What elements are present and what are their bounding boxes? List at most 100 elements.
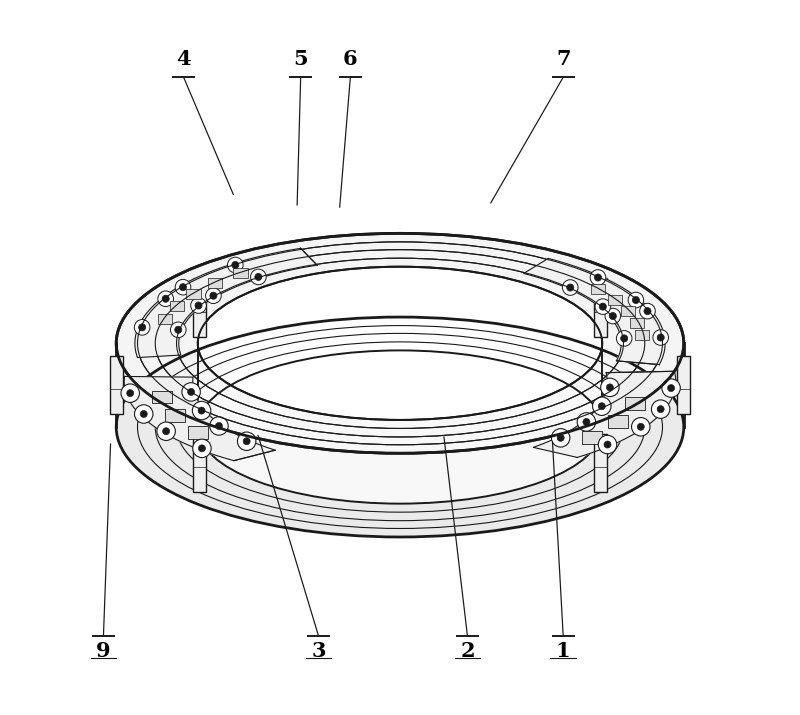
Circle shape <box>157 422 175 440</box>
Bar <box>186 289 201 299</box>
Circle shape <box>616 330 632 346</box>
Circle shape <box>598 403 606 410</box>
Circle shape <box>595 299 610 315</box>
Circle shape <box>632 297 639 304</box>
Circle shape <box>182 383 200 401</box>
Polygon shape <box>116 233 684 453</box>
Polygon shape <box>534 371 676 458</box>
Text: 9: 9 <box>96 641 110 661</box>
Bar <box>208 277 222 287</box>
FancyBboxPatch shape <box>594 278 607 337</box>
Bar <box>608 415 628 428</box>
Polygon shape <box>135 248 317 358</box>
Circle shape <box>577 413 596 431</box>
Bar <box>621 306 635 316</box>
Circle shape <box>590 270 606 285</box>
Polygon shape <box>116 343 684 537</box>
Circle shape <box>243 438 250 445</box>
Bar <box>166 409 185 422</box>
Circle shape <box>640 303 655 319</box>
Bar <box>630 318 644 328</box>
Circle shape <box>255 273 262 280</box>
Circle shape <box>557 434 564 441</box>
Circle shape <box>210 417 228 435</box>
Bar <box>635 330 650 340</box>
Circle shape <box>162 428 170 435</box>
Polygon shape <box>124 376 275 460</box>
Text: 2: 2 <box>460 641 474 661</box>
Circle shape <box>193 439 211 458</box>
Circle shape <box>638 423 644 430</box>
Circle shape <box>651 400 670 418</box>
Circle shape <box>126 390 134 397</box>
Text: 3: 3 <box>311 641 326 661</box>
Bar <box>152 390 172 403</box>
Circle shape <box>210 292 217 300</box>
Circle shape <box>566 284 574 291</box>
Circle shape <box>657 334 664 341</box>
Circle shape <box>593 397 611 415</box>
Circle shape <box>134 320 150 335</box>
Bar <box>625 397 645 410</box>
Circle shape <box>662 379 680 398</box>
Circle shape <box>594 274 602 281</box>
Circle shape <box>158 291 174 307</box>
FancyBboxPatch shape <box>110 356 122 415</box>
Circle shape <box>179 284 186 291</box>
Polygon shape <box>198 343 602 503</box>
FancyBboxPatch shape <box>678 356 690 415</box>
Circle shape <box>232 262 239 269</box>
Circle shape <box>628 292 644 308</box>
Circle shape <box>250 269 266 285</box>
Circle shape <box>238 432 256 450</box>
Circle shape <box>657 405 664 413</box>
Bar <box>582 431 602 444</box>
Bar <box>158 315 172 325</box>
Circle shape <box>175 280 190 295</box>
Circle shape <box>583 418 590 425</box>
Circle shape <box>195 302 202 309</box>
Circle shape <box>198 407 205 414</box>
Circle shape <box>206 288 221 304</box>
Circle shape <box>187 388 194 395</box>
Circle shape <box>606 384 614 391</box>
Bar <box>170 301 184 311</box>
FancyBboxPatch shape <box>594 433 607 492</box>
Circle shape <box>140 410 147 418</box>
Text: 5: 5 <box>294 49 308 69</box>
Circle shape <box>605 308 621 324</box>
Bar <box>234 268 247 278</box>
FancyBboxPatch shape <box>193 433 206 492</box>
Circle shape <box>653 330 669 345</box>
Bar <box>608 295 622 305</box>
Circle shape <box>551 428 570 447</box>
Circle shape <box>190 297 206 313</box>
Circle shape <box>644 307 651 315</box>
Text: 6: 6 <box>343 49 358 69</box>
Circle shape <box>598 435 617 454</box>
Text: 7: 7 <box>556 49 570 69</box>
Circle shape <box>604 441 611 448</box>
Circle shape <box>198 445 206 452</box>
Circle shape <box>170 322 186 337</box>
Circle shape <box>667 385 674 392</box>
Circle shape <box>174 326 182 333</box>
Circle shape <box>601 378 619 397</box>
Circle shape <box>215 423 222 430</box>
Circle shape <box>599 303 606 310</box>
Circle shape <box>192 401 211 420</box>
Circle shape <box>621 335 628 342</box>
Circle shape <box>631 418 650 436</box>
Polygon shape <box>524 258 665 365</box>
Bar <box>590 284 605 294</box>
Circle shape <box>121 384 139 403</box>
Circle shape <box>562 280 578 295</box>
Bar <box>189 426 208 439</box>
Text: 1: 1 <box>556 641 570 661</box>
Circle shape <box>227 257 243 273</box>
Circle shape <box>138 324 146 331</box>
FancyBboxPatch shape <box>193 278 206 337</box>
Circle shape <box>162 295 170 302</box>
Circle shape <box>134 405 153 423</box>
Text: 4: 4 <box>176 49 191 69</box>
